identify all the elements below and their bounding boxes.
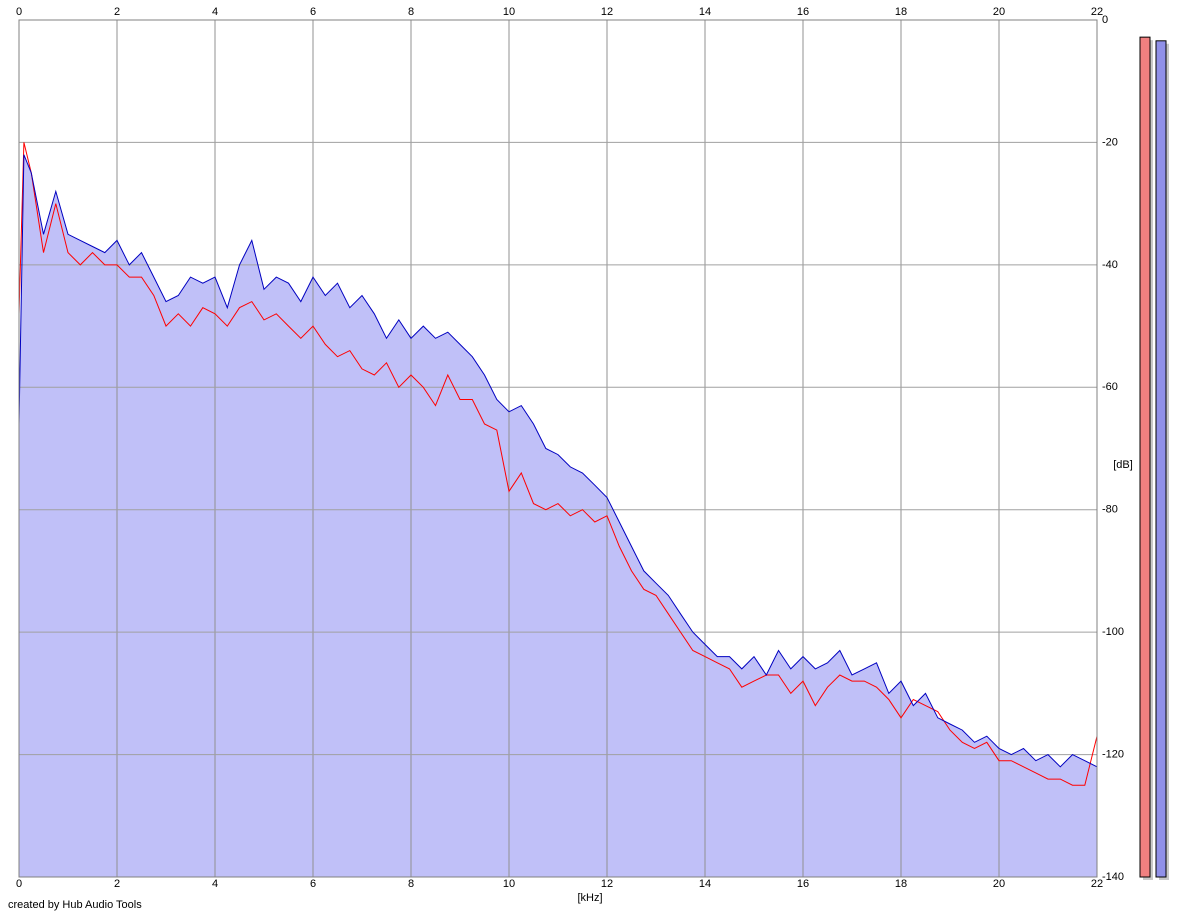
x-tick-label-top: 6 [310,6,316,18]
x-tick-label-top: 14 [699,6,711,18]
x-tick-label-top: 20 [993,6,1005,18]
x-tick-label-top: 4 [212,6,218,18]
x-tick-label: 6 [310,878,316,890]
y-tick-label: -40 [1102,259,1118,271]
x-axis-label: [kHz] [577,892,602,904]
x-tick-label: 22 [1091,878,1103,890]
x-tick-label: 14 [699,878,711,890]
y-tick-label: -140 [1102,871,1124,883]
x-tick-label-top: 12 [601,6,613,18]
x-tick-label-top: 22 [1091,6,1103,18]
x-tick-label: 16 [797,878,809,890]
y-axis-label: [dB] [1113,459,1133,471]
x-tick-label-top: 0 [16,6,22,18]
level-meter [1139,36,1151,878]
plot: 002244668810101212141416161818202022220-… [16,6,1124,890]
x-tick-label-top: 16 [797,6,809,18]
x-tick-label-top: 18 [895,6,907,18]
x-tick-label: 4 [212,878,218,890]
x-tick-label: 2 [114,878,120,890]
x-tick-label-top: 2 [114,6,120,18]
y-tick-label: 0 [1102,14,1108,26]
x-tick-label: 0 [16,878,22,890]
x-tick-label-top: 10 [503,6,515,18]
y-tick-label: -120 [1102,748,1124,760]
y-tick-label: -80 [1102,504,1118,516]
plot-frame [18,19,1098,878]
credit: created by Hub Audio Tools [8,899,142,911]
series-line [18,142,1098,786]
y-tick-label: -20 [1102,136,1118,148]
x-tick-label: 20 [993,878,1005,890]
x-tick-label: 12 [601,878,613,890]
level-meter [1155,40,1167,878]
x-tick-label: 18 [895,878,907,890]
y-tick-label: -60 [1102,381,1118,393]
x-tick-label: 8 [408,878,414,890]
y-tick-label: -100 [1102,626,1124,638]
x-tick-label-top: 8 [408,6,414,18]
area [19,154,1097,877]
x-tick-label: 10 [503,878,515,890]
series-line [18,154,1098,768]
